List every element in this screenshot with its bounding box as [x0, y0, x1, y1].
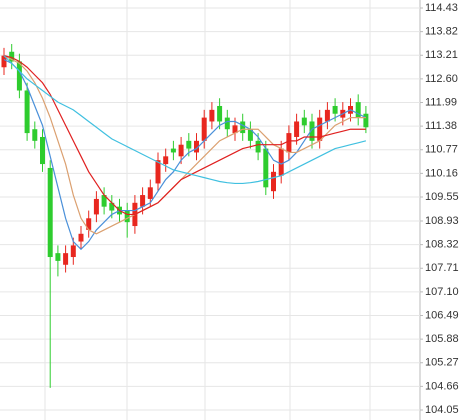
y-tick-label: 110.77 [425, 144, 458, 156]
candle-body [109, 202, 115, 211]
candle-body [140, 195, 146, 207]
y-tick-label: 105.27 [425, 357, 459, 369]
candle-body [124, 210, 130, 223]
candle-body [309, 121, 315, 141]
candle-body [155, 160, 161, 184]
candle-body [86, 218, 92, 230]
moving-average-line [3, 58, 367, 251]
candle-body [40, 136, 45, 165]
y-tick-label: 104.05 [425, 404, 459, 416]
moving-average-line [3, 55, 366, 216]
candle-body [47, 167, 53, 258]
candle-body [255, 140, 261, 153]
y-tick-label: 111.38 [425, 120, 457, 132]
candle-body [194, 140, 199, 153]
y-tick-label: 106.49 [425, 309, 459, 321]
y-tick-label: 109.55 [425, 191, 459, 203]
y-tick-label: 105.88 [425, 333, 459, 345]
candle-body [201, 117, 207, 141]
y-tick-label: 108.32 [425, 239, 459, 251]
vertical-grid [44, 0, 371, 420]
candle-body [55, 253, 61, 261]
y-tick-label: 104.66 [425, 380, 459, 392]
y-tick-label: 107.10 [425, 286, 459, 298]
candle-body [224, 117, 230, 130]
candle-body [209, 109, 215, 122]
candle-body [16, 61, 22, 91]
candle-body [24, 90, 30, 134]
candle-body [271, 171, 276, 192]
candle-body [1, 55, 7, 68]
candle-body [332, 105, 338, 114]
candle-body [247, 129, 253, 141]
candle-body [324, 109, 330, 122]
y-tick-label: 111.99 [425, 96, 457, 108]
candle-body [178, 144, 184, 157]
candle-body [93, 198, 99, 215]
candle-body [363, 113, 369, 128]
candle-body [217, 105, 223, 122]
candle-body [70, 245, 76, 258]
y-tick-label: 107.71 [425, 262, 459, 274]
candle-body [32, 129, 38, 141]
moving-average-line [3, 55, 366, 235]
candle-body [9, 51, 15, 62]
y-tick-label: 110.16 [425, 167, 458, 179]
moving-average-line [3, 55, 367, 185]
candle-body [186, 140, 192, 149]
y-tick-label: 108.93 [425, 215, 459, 227]
candle-body [147, 187, 153, 199]
y-tick-label: 114.43 [425, 2, 458, 14]
y-tick-label: 112.60 [425, 73, 458, 85]
candle-body [294, 121, 300, 137]
candle-body [78, 233, 84, 242]
y-tick-label: 113.82 [425, 26, 458, 38]
y-tick-label: 113.21 [425, 49, 458, 61]
candle-body [355, 102, 361, 118]
candle-body [278, 148, 284, 176]
candle-body [263, 148, 269, 188]
candle-body [317, 117, 323, 141]
candle-body [163, 156, 169, 165]
candle-body [63, 253, 69, 265]
candle-body [240, 121, 246, 134]
candle-body [101, 195, 107, 207]
candle-body [286, 133, 292, 153]
candle-body [232, 125, 238, 134]
candle-body [301, 117, 307, 126]
candle-body [170, 148, 176, 153]
